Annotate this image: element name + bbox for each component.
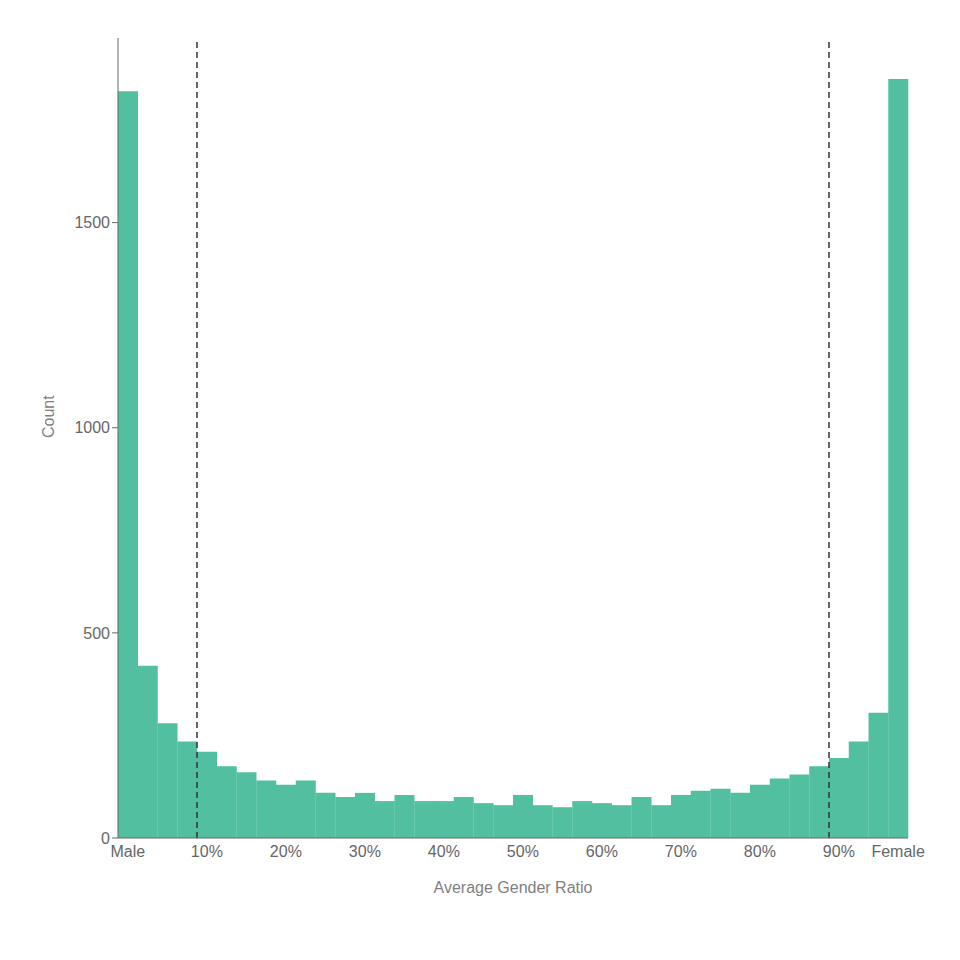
svg-text:Female: Female — [871, 843, 924, 860]
svg-text:70%: 70% — [665, 843, 697, 860]
svg-text:10%: 10% — [191, 843, 223, 860]
svg-text:500: 500 — [83, 625, 110, 642]
svg-text:60%: 60% — [586, 843, 618, 860]
svg-text:80%: 80% — [744, 843, 776, 860]
svg-text:20%: 20% — [270, 843, 302, 860]
svg-text:90%: 90% — [823, 843, 855, 860]
svg-text:50%: 50% — [507, 843, 539, 860]
svg-text:Count: Count — [40, 395, 57, 438]
svg-text:1500: 1500 — [74, 214, 110, 231]
svg-text:30%: 30% — [349, 843, 381, 860]
svg-text:1000: 1000 — [74, 419, 110, 436]
svg-text:0: 0 — [101, 830, 110, 847]
svg-text:Average Gender Ratio: Average Gender Ratio — [434, 879, 593, 896]
svg-text:Male: Male — [111, 843, 146, 860]
svg-text:40%: 40% — [428, 843, 460, 860]
